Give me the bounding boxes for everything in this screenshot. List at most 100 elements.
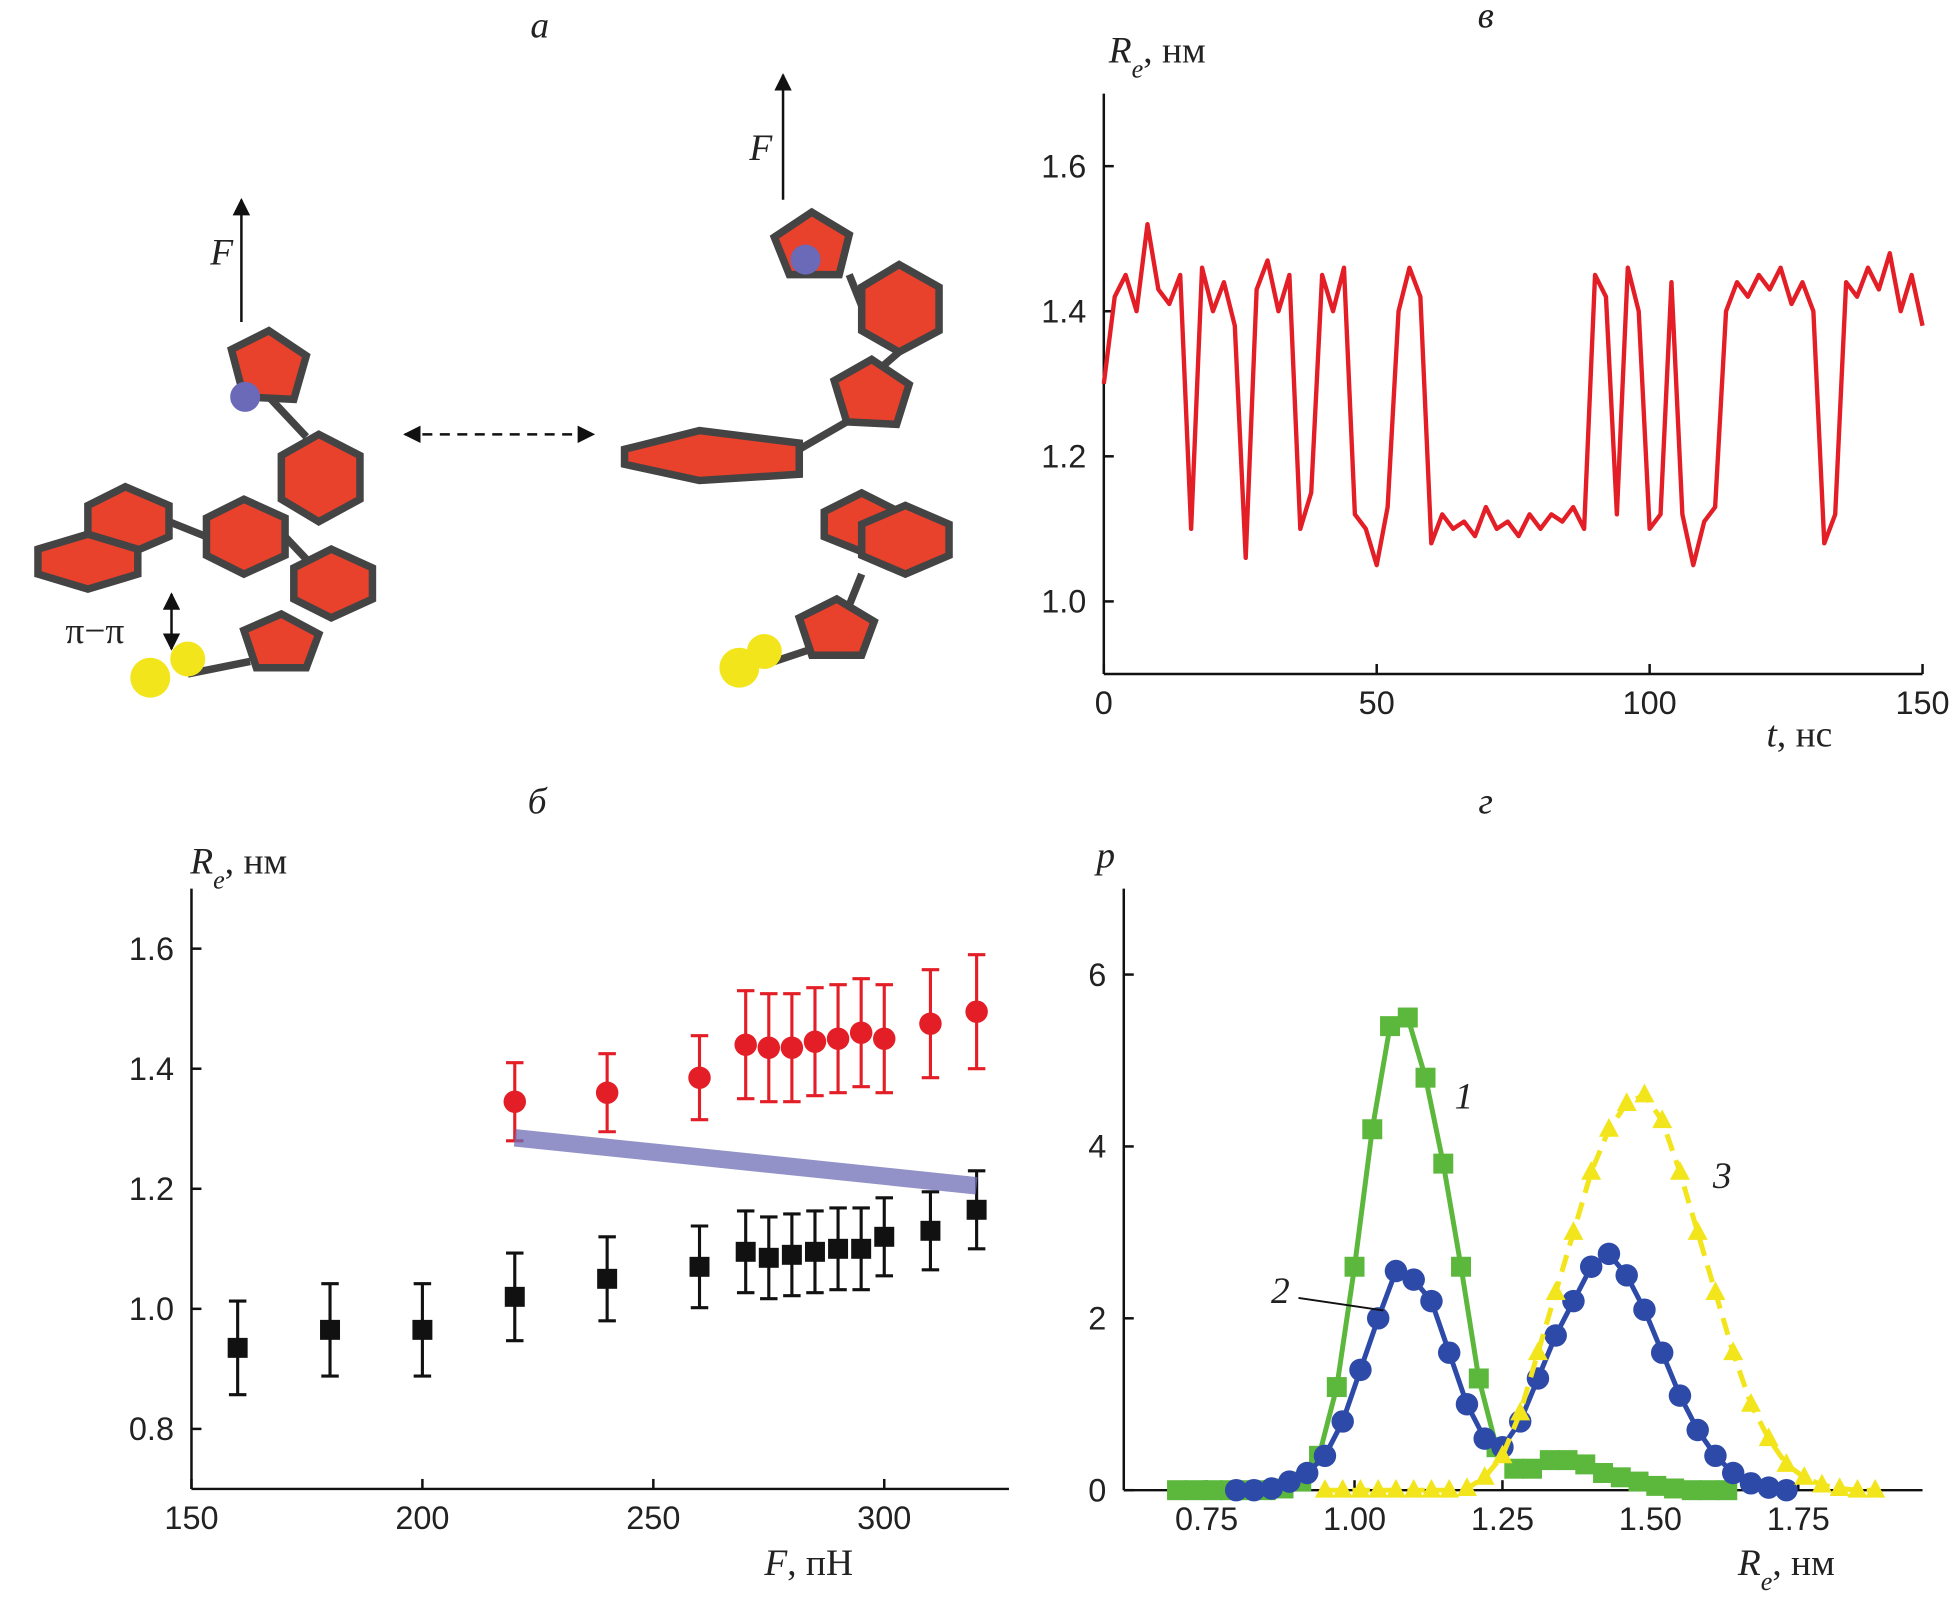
axis-label: F, пН — [763, 1543, 853, 1584]
point — [1865, 1478, 1886, 1498]
x-tick-label: 300 — [857, 1500, 911, 1536]
point — [1539, 1450, 1560, 1471]
point — [758, 1247, 779, 1268]
point — [919, 1012, 942, 1035]
point — [1380, 1016, 1401, 1037]
point — [1433, 1153, 1454, 1174]
atom — [746, 634, 782, 669]
curve-label: 3 — [1712, 1156, 1732, 1197]
point — [1668, 1384, 1692, 1407]
point — [1633, 1298, 1656, 1321]
ring — [239, 609, 324, 672]
point — [757, 1036, 781, 1059]
ring — [277, 430, 364, 527]
axis-label-var: R — [1108, 30, 1132, 71]
y-tick-label: 0 — [1088, 1472, 1106, 1508]
axis-label-unit: , нм — [1143, 30, 1205, 71]
point — [1776, 1453, 1797, 1472]
axis-label-sub: e — [1761, 1567, 1773, 1596]
panel-title: б — [528, 782, 548, 823]
point — [1474, 1466, 1495, 1485]
point — [1349, 1358, 1372, 1382]
point — [1522, 1458, 1543, 1479]
point — [1757, 1476, 1780, 1499]
axis-label: Re, нм — [189, 842, 287, 894]
y-tick-label: 2 — [1088, 1301, 1106, 1337]
x-tick-label: 100 — [1623, 685, 1677, 721]
point — [1652, 1109, 1673, 1129]
y-tick-label: 4 — [1088, 1129, 1106, 1165]
point — [1242, 1478, 1266, 1502]
point — [1455, 1393, 1479, 1416]
point — [1575, 1454, 1596, 1475]
point — [1628, 1471, 1649, 1492]
point — [734, 1033, 757, 1056]
ring — [620, 426, 804, 485]
point — [1758, 1427, 1779, 1447]
point — [504, 1286, 525, 1307]
point — [1597, 1242, 1621, 1266]
point — [1437, 1341, 1461, 1364]
point — [1650, 1341, 1674, 1364]
point — [1368, 1478, 1389, 1498]
point — [1224, 1478, 1248, 1502]
x-tick-label: 1.75 — [1767, 1501, 1830, 1537]
point — [597, 1268, 618, 1289]
point — [1326, 1377, 1347, 1398]
point — [1544, 1324, 1567, 1347]
series-line — [1324, 1092, 1876, 1493]
point — [965, 1000, 988, 1023]
ring — [857, 501, 953, 579]
x-tick-label: 0 — [1095, 685, 1113, 721]
point — [595, 1081, 619, 1104]
axis-label-sub: e — [213, 865, 225, 894]
x-tick-label: 200 — [395, 1500, 449, 1536]
point — [1740, 1393, 1761, 1412]
y-tick-label: 1.0 — [129, 1291, 174, 1327]
panel-title: в — [1478, 0, 1494, 36]
point — [1646, 1475, 1667, 1496]
atom — [130, 657, 171, 698]
curve-label: 1 — [1455, 1076, 1474, 1117]
point — [1278, 1470, 1301, 1493]
point — [1362, 1119, 1383, 1140]
x-tick-label: 1.50 — [1619, 1501, 1682, 1537]
point — [1167, 1480, 1188, 1501]
point — [1492, 1444, 1513, 1464]
point — [735, 1241, 756, 1262]
point — [828, 1238, 849, 1259]
axis-label: t, нс — [1767, 714, 1833, 755]
force-label: F — [209, 233, 234, 274]
point — [1468, 1368, 1489, 1389]
y-tick-label: 1.2 — [1041, 439, 1086, 475]
point — [503, 1090, 527, 1113]
point — [1593, 1463, 1614, 1483]
point — [920, 1220, 941, 1241]
axis-label: Re, нм — [1737, 1543, 1835, 1596]
point — [1456, 1477, 1477, 1496]
point — [873, 1027, 896, 1050]
atom — [230, 381, 261, 412]
molecule-left — [34, 326, 377, 698]
y-tick-label: 1.6 — [1041, 148, 1086, 184]
point — [1721, 1461, 1745, 1485]
point — [1313, 1444, 1337, 1468]
force-label: F — [748, 128, 773, 169]
point — [849, 1021, 873, 1044]
point — [1847, 1478, 1868, 1498]
ring — [202, 495, 289, 579]
panel-a: а F F π−π — [34, 5, 953, 698]
point — [1527, 1341, 1548, 1361]
x-tick-label: 0.75 — [1175, 1501, 1238, 1537]
ring — [34, 530, 142, 593]
point — [1634, 1083, 1655, 1103]
point — [1366, 1307, 1390, 1330]
y-tick-label: 1.4 — [129, 1051, 174, 1087]
point — [1563, 1221, 1584, 1240]
point — [1545, 1281, 1566, 1301]
panel-title: а — [530, 5, 549, 46]
point — [1687, 1221, 1708, 1240]
point — [1473, 1427, 1496, 1450]
series-line — [1101, 221, 1925, 568]
point — [780, 1036, 804, 1059]
